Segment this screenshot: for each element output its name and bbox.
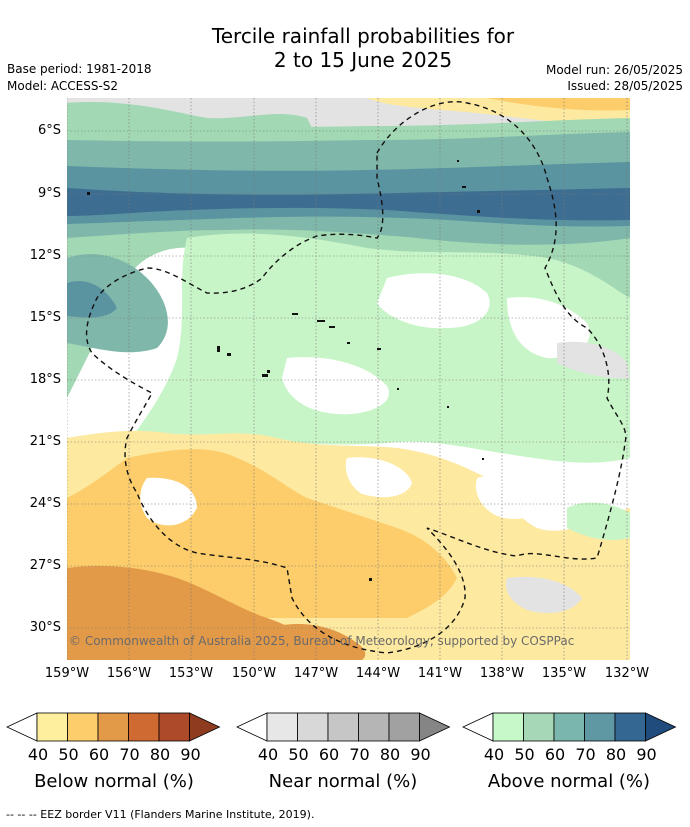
lat-tick-label: 6°S: [37, 123, 61, 138]
lat-tick-label: 27°S: [29, 558, 61, 573]
colorbar-tick-label: 70: [575, 745, 596, 764]
above-normal-region: [567, 502, 630, 540]
colorbar-segment: [358, 712, 390, 742]
colorbar-segment: [553, 712, 585, 742]
lon-tick-label: 138°W: [479, 666, 525, 681]
above-normal-region: [67, 254, 168, 353]
colorbar-tick-label: 80: [149, 745, 171, 764]
below-normal-region: [487, 98, 630, 111]
colorbar-segment: [492, 712, 524, 742]
colorbar-segment: [266, 712, 298, 742]
colorbar-arrow-low: [462, 712, 494, 742]
colorbar-segment: [388, 712, 420, 742]
colorbar-tick-label: 50: [288, 745, 309, 764]
below-normal-region: [67, 566, 327, 660]
lat-tick-label: 15°S: [29, 310, 61, 325]
islands: [87, 160, 484, 581]
below-normal-label: Below normal (%): [34, 771, 194, 792]
map-title-line1: Tercile rainfall probabilities for: [211, 24, 515, 48]
colorbar-tick-label: 40: [483, 745, 505, 764]
colorbar-tick-label: 70: [349, 745, 370, 764]
colorbar-tick-label: 40: [257, 745, 279, 764]
colorbar-arrow-high: [189, 712, 221, 742]
colorbar-tick-label: 90: [410, 745, 431, 764]
near-normal-region: [377, 273, 490, 329]
issued-label: Issued: 28/05/2025: [567, 79, 683, 93]
model-label: Model: ACCESS-S2: [7, 79, 119, 93]
above-normal-region: [67, 188, 630, 221]
above-normal-region: [67, 280, 117, 318]
colorbar-segment: [158, 712, 190, 742]
lon-tick-label: 150°W: [231, 666, 277, 681]
lon-tick-label: 159°W: [44, 666, 90, 681]
colorbar-segment: [614, 712, 646, 742]
lat-tick-label: 21°S: [29, 434, 61, 449]
model-run-label: Model run: 26/05/2025: [545, 63, 683, 77]
lon-tick-label: 147°W: [293, 666, 339, 681]
lat-tick-label: 24°S: [29, 496, 61, 511]
lon-tick-label: 144°W: [355, 666, 401, 681]
map-title-line2: 2 to 15 June 2025: [273, 48, 453, 72]
colorbar-segment: [523, 712, 555, 742]
colorbar-tick-label: 60: [318, 745, 340, 764]
eez-legend-note: -- -- -- EEZ border V11 (Flanders Marine…: [6, 808, 315, 821]
rainfall-probability-map: [67, 98, 630, 660]
near-normal-colorbar: [236, 712, 451, 742]
colorbar-segment: [97, 712, 129, 742]
lon-tick-label: 132°W: [604, 666, 650, 681]
colorbar-tick-label: 80: [379, 745, 401, 764]
lat-tick-label: 18°S: [29, 372, 61, 387]
near-normal-region: [505, 576, 582, 614]
near-normal-region: [475, 475, 547, 519]
near-normal-region: [140, 477, 197, 526]
colorbar-segment: [297, 712, 329, 742]
colorbar-tick-label: 90: [180, 745, 201, 764]
colorbar-arrow-low: [6, 712, 38, 742]
colorbar-segment: [67, 712, 99, 742]
below-normal-colorbar: [6, 712, 221, 742]
base-period-label: Base period: 1981-2018: [7, 62, 152, 76]
lon-tick-label: 141°W: [417, 666, 463, 681]
colorbar-tick-label: 90: [636, 745, 657, 764]
lat-tick-label: 12°S: [29, 248, 61, 263]
near-normal-label: Near normal (%): [268, 771, 418, 792]
lon-tick-label: 153°W: [168, 666, 214, 681]
copyright-note: © Commonwealth of Australia 2025, Bureau…: [69, 634, 575, 648]
colorbar-tick-label: 80: [605, 745, 627, 764]
colorbar-tick-label: 50: [58, 745, 79, 764]
lon-tick-label: 156°W: [106, 666, 152, 681]
colorbar-segment: [584, 712, 616, 742]
colorbar-tick-label: 60: [88, 745, 110, 764]
graticule: [67, 98, 630, 660]
lat-tick-label: 9°S: [37, 186, 61, 201]
colorbar-arrow-high: [645, 712, 677, 742]
lat-tick-label: 30°S: [29, 620, 61, 635]
eez-border: [85, 101, 627, 654]
near-normal-region: [345, 457, 412, 498]
lon-tick-label: 135°W: [541, 666, 587, 681]
above-normal-colorbar: [462, 712, 677, 742]
colorbar-segment: [36, 712, 68, 742]
colorbar-segment: [128, 712, 160, 742]
colorbar-tick-label: 50: [514, 745, 535, 764]
above-normal-label: Above normal (%): [487, 771, 651, 792]
colorbar-arrow-high: [419, 712, 451, 742]
colorbar-segment: [327, 712, 359, 742]
near-normal-region: [282, 357, 389, 415]
near-normal-region: [557, 341, 630, 379]
colorbar-tick-label: 40: [27, 745, 49, 764]
colorbar-arrow-low: [236, 712, 268, 742]
colorbar-tick-label: 70: [119, 745, 140, 764]
colorbar-tick-label: 60: [544, 745, 566, 764]
